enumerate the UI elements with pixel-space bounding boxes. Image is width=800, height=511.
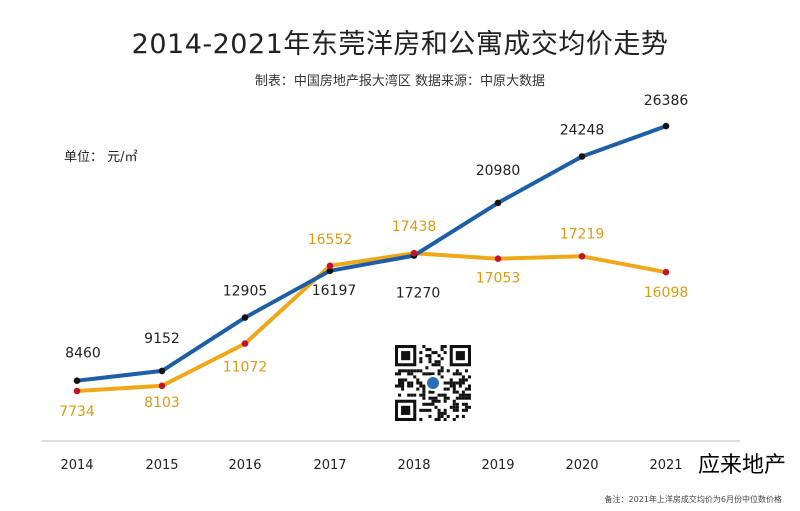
- series-2-point: [494, 255, 502, 262]
- series-points: [73, 122, 670, 395]
- series-1-data-label: 20980: [476, 163, 521, 179]
- series-1-data-label: 17270: [396, 286, 441, 302]
- x-tick-label: 2017: [313, 458, 346, 473]
- x-tick-label: 2020: [565, 458, 598, 473]
- series-1-data-label: 26386: [644, 93, 689, 109]
- series-1-data-label: 12905: [223, 284, 268, 300]
- chart-title: 2014-2021年东莞洋房和公寓成交均价走势: [131, 29, 669, 60]
- footnote: 备注：2021年上洋房成交均价为6月份中位数价格: [604, 495, 782, 504]
- series-1-point: [241, 314, 249, 321]
- series-line-1: [75, 124, 668, 383]
- x-tick-label: 2018: [397, 458, 430, 473]
- series-2-data-label: 16098: [644, 285, 689, 301]
- series-2-point: [73, 387, 81, 395]
- series-1-data-label: 24248: [560, 123, 605, 139]
- x-tick-label: 2019: [481, 458, 514, 473]
- series-2-data-label: 8103: [144, 395, 180, 411]
- series-2-data-label: 16552: [308, 232, 353, 248]
- series-2-point: [326, 262, 334, 270]
- series-2-data-label: 17219: [560, 226, 605, 242]
- series-1-point: [73, 377, 81, 385]
- series-lines: [75, 124, 668, 393]
- series-2-point: [410, 249, 418, 257]
- series-2-point: [241, 340, 249, 347]
- x-tick-label: 2015: [145, 458, 178, 473]
- series-1-point: [662, 122, 670, 130]
- series-1-data-label: 8460: [65, 346, 101, 362]
- series-2-data-label: 11072: [223, 360, 268, 376]
- series-1-point: [494, 199, 502, 207]
- series-2-point: [578, 252, 586, 260]
- series-2-point: [662, 268, 670, 276]
- series-2-point: [158, 382, 166, 390]
- series-1-data-label: 9152: [144, 331, 180, 347]
- data-labels: 8460 9152 12905 16197 17270 20980 24248 26386 77…: [59, 93, 688, 420]
- series-2-data-label: 7734: [59, 404, 95, 420]
- series-2-data-label: 17053: [476, 271, 521, 287]
- series-line-2: [75, 251, 668, 393]
- x-tick-label: 2016: [228, 458, 261, 473]
- series-1-point: [158, 367, 166, 375]
- x-tick-label: 2014: [60, 458, 93, 473]
- x-tick-labels: 2014 2015 2016 2017 2018 2019 2020 2021: [60, 458, 682, 473]
- series-2-data-label: 17438: [392, 219, 437, 235]
- series-1-data-label: 16197: [312, 283, 357, 299]
- qr-code: [392, 342, 474, 424]
- chart-subtitle: 制表：中国房地产报大湾区 数据来源：中原大数据: [254, 74, 546, 89]
- series-1-point: [326, 267, 334, 275]
- qr-logo: [425, 375, 441, 391]
- watermark-text: 应来地产: [691, 445, 792, 481]
- x-tick-label: 2021: [649, 458, 682, 473]
- series-1-point: [578, 153, 586, 160]
- unit-label: 单位： 元/㎡: [64, 150, 138, 165]
